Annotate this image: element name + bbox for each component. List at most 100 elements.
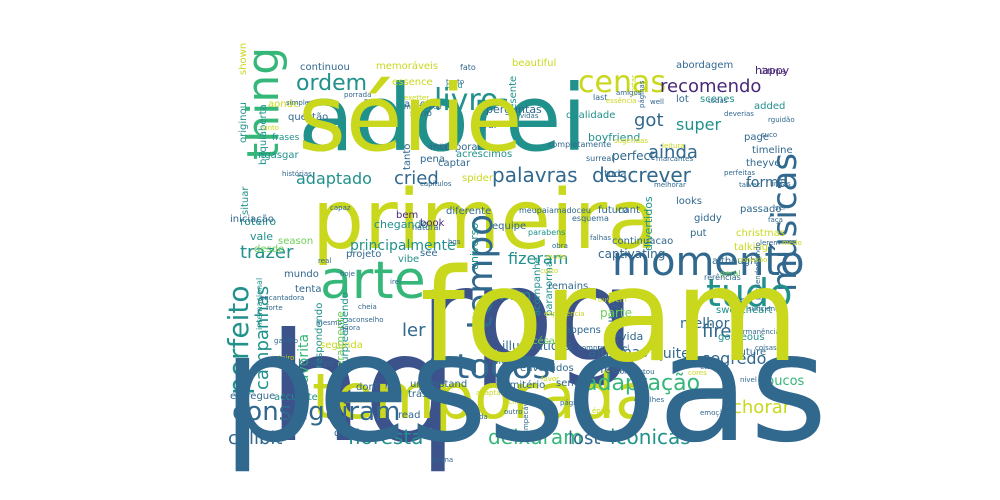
word-melhorado: melhorado bbox=[404, 103, 442, 111]
word-amigos: amigos bbox=[616, 89, 642, 97]
word-orgulhosa: orgulhosa bbox=[607, 291, 621, 350]
word-amo: amo bbox=[404, 99, 426, 110]
word-hq: hq bbox=[268, 302, 458, 476]
word-perfect: perfect bbox=[612, 149, 655, 163]
word-n-vel: nível bbox=[740, 376, 757, 384]
word-p-ginas: páginas bbox=[638, 80, 646, 108]
word-cellbit: cellbit bbox=[228, 428, 282, 449]
word-vale: vale bbox=[250, 230, 273, 243]
word-inteiro: inteiro bbox=[272, 354, 294, 362]
word-todos: todos bbox=[456, 347, 550, 387]
word-ainda: ainda bbox=[648, 142, 698, 163]
word-situar: situar bbox=[240, 186, 251, 215]
word-pena: pena bbox=[420, 154, 445, 165]
word-porrada: porrada bbox=[344, 91, 371, 99]
word-gatilho: gatilho bbox=[274, 337, 298, 345]
word-sinto: sinto bbox=[262, 124, 279, 132]
word-accurate: accurate bbox=[274, 392, 318, 403]
word-perguntas: perguntas bbox=[486, 103, 542, 116]
word-tenta: tenta bbox=[295, 284, 321, 295]
word-hqs: hqs bbox=[448, 238, 461, 246]
word-passado: passado bbox=[740, 204, 782, 215]
word-understand: understand bbox=[410, 379, 467, 390]
word-hoje: hoje bbox=[340, 270, 355, 278]
word-trazer: trazer bbox=[240, 242, 294, 263]
word-simplesmente: simplesmente bbox=[286, 99, 335, 107]
word-falhas: falhas bbox=[590, 234, 611, 242]
word-lot: lot bbox=[676, 94, 689, 105]
word-continuacao: continuacao bbox=[612, 236, 673, 247]
word-geral: geral bbox=[720, 269, 740, 278]
word-sei: sei bbox=[775, 204, 785, 212]
word-mesmo: mesmo bbox=[316, 319, 342, 327]
word-bem: bem bbox=[396, 210, 418, 221]
word-universo: universo bbox=[468, 222, 481, 270]
word-entregue: entregue bbox=[230, 391, 275, 402]
word-segunda: segunda bbox=[320, 340, 363, 351]
word-obra: obra bbox=[552, 242, 568, 250]
word-rguid-o: rguidão bbox=[768, 116, 795, 124]
word-chegando: chegando bbox=[374, 218, 428, 231]
word-vida: vida bbox=[620, 330, 643, 343]
word-super: super bbox=[676, 115, 721, 134]
word-perfeito: perfeito bbox=[222, 286, 255, 395]
word-scenes: scenes bbox=[700, 94, 735, 105]
word-melhorar: melhorar bbox=[654, 181, 686, 189]
word-eleva: eleva bbox=[700, 363, 719, 371]
word-captar: captar bbox=[438, 158, 471, 169]
word-pessoas: pessoas bbox=[222, 302, 828, 476]
word-see: see bbox=[420, 248, 438, 259]
word-completamente: completamente bbox=[548, 140, 611, 149]
word-surreal: surreal bbox=[586, 154, 614, 163]
word-m-sicas: músicas bbox=[765, 153, 805, 292]
word-apesar: apesar bbox=[728, 296, 752, 304]
word-vibe: vibe bbox=[398, 254, 419, 265]
word-ordem: ordem bbox=[296, 71, 367, 96]
word-compreens-vel: compreensível bbox=[578, 344, 629, 352]
word-internacional: internacional bbox=[255, 278, 264, 330]
word-quite: quite bbox=[654, 346, 690, 362]
word-originou: originou bbox=[238, 102, 249, 143]
word-cried: cried bbox=[394, 168, 439, 189]
word-happens: happens bbox=[558, 325, 601, 336]
word-last: last bbox=[593, 93, 607, 102]
word-captivating: captivating bbox=[598, 247, 665, 261]
word-futuro: futuro bbox=[598, 205, 628, 216]
word-frases: frases bbox=[272, 133, 300, 143]
word-meupaiamadoceu: meupaiamadoceu bbox=[519, 206, 591, 215]
word-cheia: cheia bbox=[358, 303, 377, 311]
word-illustrations: illustrations bbox=[502, 339, 572, 353]
word-cortar: cortar bbox=[630, 75, 638, 96]
word-inicia-o: iniciação bbox=[230, 214, 274, 225]
word-abordagem: abordagem bbox=[676, 60, 733, 71]
word-criada: criada bbox=[466, 413, 488, 421]
word-mundo: mundo bbox=[284, 269, 319, 280]
word-toda: toda bbox=[604, 169, 627, 180]
word-looks: looks bbox=[676, 196, 702, 207]
word-natural: natural bbox=[412, 223, 441, 232]
word-desde: desde bbox=[254, 244, 284, 255]
word-muito: muito bbox=[546, 253, 566, 261]
word-literalmente: literalmente bbox=[334, 311, 347, 378]
word-cap-tulos: capítulos bbox=[420, 180, 452, 188]
word-sugeridas: sugeridas bbox=[614, 137, 648, 145]
word-projeto: projeto bbox=[346, 249, 381, 260]
word-although: although bbox=[712, 256, 756, 267]
word-agora: agora bbox=[340, 324, 360, 332]
word-spider: spider bbox=[462, 173, 494, 184]
word-segredo: segredo bbox=[702, 349, 766, 368]
word-hour: hour bbox=[475, 120, 499, 131]
word-conseguiram: conseguiram bbox=[232, 397, 400, 427]
word-favorita: favorita bbox=[296, 334, 312, 388]
word-equipe: equipe bbox=[492, 221, 526, 232]
word-consegue: consegue bbox=[684, 361, 718, 369]
word-todas: todas bbox=[708, 97, 728, 105]
word-future: future bbox=[736, 347, 766, 358]
word-acr-scimos: acréscimos bbox=[456, 148, 512, 160]
word-irei: irei bbox=[390, 278, 401, 286]
word-real: real bbox=[318, 257, 331, 265]
word-cenas: cenas bbox=[578, 65, 666, 100]
word-ouvirem: ouvirem bbox=[598, 296, 627, 304]
word-temporada: temporada bbox=[312, 360, 653, 433]
word-fire: fire bbox=[702, 321, 731, 342]
